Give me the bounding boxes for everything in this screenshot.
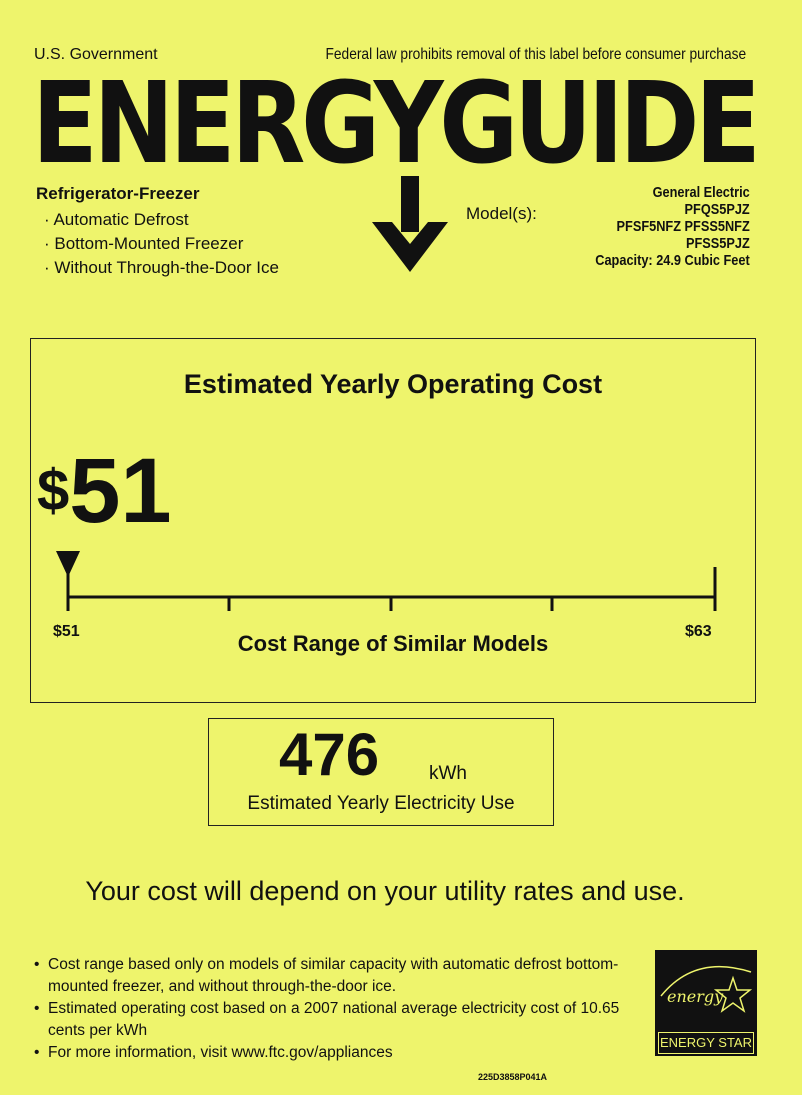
svg-text:energy: energy <box>667 987 724 1006</box>
cost-box: Estimated Yearly Operating Cost $51 $51 … <box>30 338 756 703</box>
energy-star-icon: energy <box>660 965 753 1013</box>
energy-star-logo: energy ENERGY STAR <box>655 950 757 1056</box>
footnote: • Cost range based only on models of simi… <box>34 956 619 995</box>
cost-heading: Estimated Yearly Operating Cost <box>183 369 603 399</box>
arrow-down-icon <box>372 176 448 272</box>
footnote: • For more information, visit www.ftc.gov… <box>34 1044 393 1061</box>
model-number: PFSF5NFZ PFSS5NFZ <box>616 218 750 235</box>
cost-marker-icon <box>56 551 80 577</box>
feature-item: · Without Through-the-Door Ice <box>44 258 279 277</box>
footnote: • Estimated operating cost based on a 200… <box>34 1000 620 1039</box>
feature-list: · Automatic Defrost · Bottom-Mounted Fre… <box>44 208 279 280</box>
model-info: General Electric PFQS5PJZ PFSF5NFZ PFSS5… <box>596 184 750 269</box>
footnotes: • Cost range based only on models of simi… <box>34 954 624 1064</box>
feature-item: · Bottom-Mounted Freezer <box>44 234 244 253</box>
kwh-value: 476 <box>279 721 380 788</box>
capacity: Capacity: 24.9 Cubic Feet <box>595 252 750 269</box>
electricity-label: Estimated Yearly Electricity Use <box>247 793 515 814</box>
electricity-box: 476 kWh Estimated Yearly Electricity Use <box>208 718 554 826</box>
range-max: $63 <box>685 623 712 640</box>
models-label: Model(s): <box>466 204 537 223</box>
brand: General Electric <box>652 184 750 201</box>
gov-text: U.S. Government <box>34 46 158 63</box>
range-min: $51 <box>53 623 80 640</box>
energyguide-title: ENERGYGUIDE <box>32 59 761 189</box>
model-number: PFSS5PJZ <box>686 235 750 252</box>
range-label: Cost Range of Similar Models <box>237 631 549 656</box>
model-number: PFQS5PJZ <box>684 201 750 218</box>
removal-notice: Federal law prohibits removal of this la… <box>325 46 746 63</box>
kwh-unit: kWh <box>429 763 467 784</box>
cost-range-scale <box>56 551 717 611</box>
energy-star-label: ENERGY STAR <box>658 1032 754 1054</box>
part-number: 225D3858P041A <box>478 1072 548 1082</box>
tagline: Your cost will depend on your utility ra… <box>85 876 685 906</box>
product-type: Refrigerator-Freezer <box>36 184 200 203</box>
cost-value: $51 <box>37 440 172 542</box>
feature-item: · Automatic Defrost <box>44 210 189 229</box>
